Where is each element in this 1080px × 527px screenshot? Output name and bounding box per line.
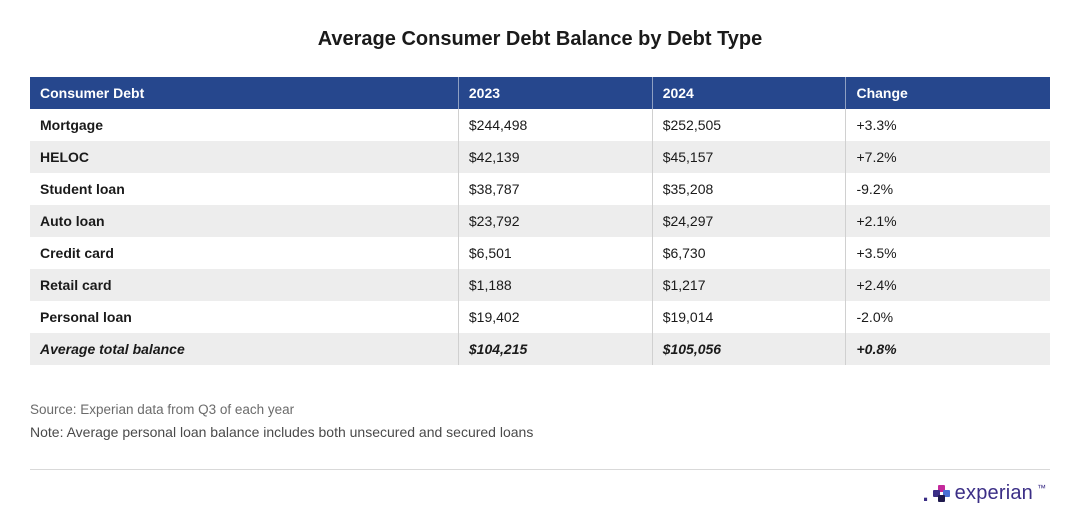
cell-debt: Mortgage [30, 109, 458, 141]
cell-2024: $6,730 [652, 237, 846, 269]
cell-2023: $23,792 [458, 205, 652, 237]
cell-2023: $19,402 [458, 301, 652, 333]
table-row: Credit card $6,501 $6,730 +3.5% [30, 237, 1050, 269]
brand-mark-icon [933, 485, 951, 503]
col-header-2024: 2024 [652, 77, 846, 109]
cell-debt: Average total balance [30, 333, 458, 365]
cell-change: +7.2% [846, 141, 1050, 173]
brand-name: experian [955, 482, 1033, 505]
cell-2024: $45,157 [652, 141, 846, 173]
cell-2024: $24,297 [652, 205, 846, 237]
table-row: Auto loan $23,792 $24,297 +2.1% [30, 205, 1050, 237]
table-row: Retail card $1,188 $1,217 +2.4% [30, 269, 1050, 301]
trademark-icon: ™ [1037, 483, 1046, 493]
table-row-total: Average total balance $104,215 $105,056 … [30, 333, 1050, 365]
col-header-debt: Consumer Debt [30, 77, 458, 109]
cell-debt: Retail card [30, 269, 458, 301]
col-header-2023: 2023 [458, 77, 652, 109]
cell-change: +2.1% [846, 205, 1050, 237]
source-text: Source: Experian data from Q3 of each ye… [30, 399, 1050, 421]
cell-2023: $42,139 [458, 141, 652, 173]
table-header-row: Consumer Debt 2023 2024 Change [30, 77, 1050, 109]
cell-debt: Auto loan [30, 205, 458, 237]
table-row: Mortgage $244,498 $252,505 +3.3% [30, 109, 1050, 141]
cell-2023: $1,188 [458, 269, 652, 301]
cell-debt: HELOC [30, 141, 458, 173]
col-header-change: Change [846, 77, 1050, 109]
divider [30, 469, 1050, 470]
cell-change: +0.8% [846, 333, 1050, 365]
cell-2024: $1,217 [652, 269, 846, 301]
cell-debt: Personal loan [30, 301, 458, 333]
note-text: Note: Average personal loan balance incl… [30, 421, 1050, 443]
table-row: Student loan $38,787 $35,208 -9.2% [30, 173, 1050, 205]
cell-2023: $38,787 [458, 173, 652, 205]
debt-table: Consumer Debt 2023 2024 Change Mortgage … [30, 77, 1050, 365]
table-row: Personal loan $19,402 $19,014 -2.0% [30, 301, 1050, 333]
cell-debt: Student loan [30, 173, 458, 205]
cell-2024: $35,208 [652, 173, 846, 205]
cell-change: -9.2% [846, 173, 1050, 205]
cell-2024: $19,014 [652, 301, 846, 333]
cell-2024: $252,505 [652, 109, 846, 141]
cell-2023: $6,501 [458, 237, 652, 269]
table-row: HELOC $42,139 $45,157 +7.2% [30, 141, 1050, 173]
page-title: Average Consumer Debt Balance by Debt Ty… [30, 28, 1050, 51]
cell-2024: $105,056 [652, 333, 846, 365]
cell-change: +2.4% [846, 269, 1050, 301]
cell-change: -2.0% [846, 301, 1050, 333]
cell-2023: $244,498 [458, 109, 652, 141]
footer-notes: Source: Experian data from Q3 of each ye… [30, 399, 1050, 443]
cell-change: +3.3% [846, 109, 1050, 141]
cell-change: +3.5% [846, 237, 1050, 269]
cell-debt: Credit card [30, 237, 458, 269]
cell-2023: $104,215 [458, 333, 652, 365]
brand-logo: . experian ™ [923, 482, 1046, 505]
